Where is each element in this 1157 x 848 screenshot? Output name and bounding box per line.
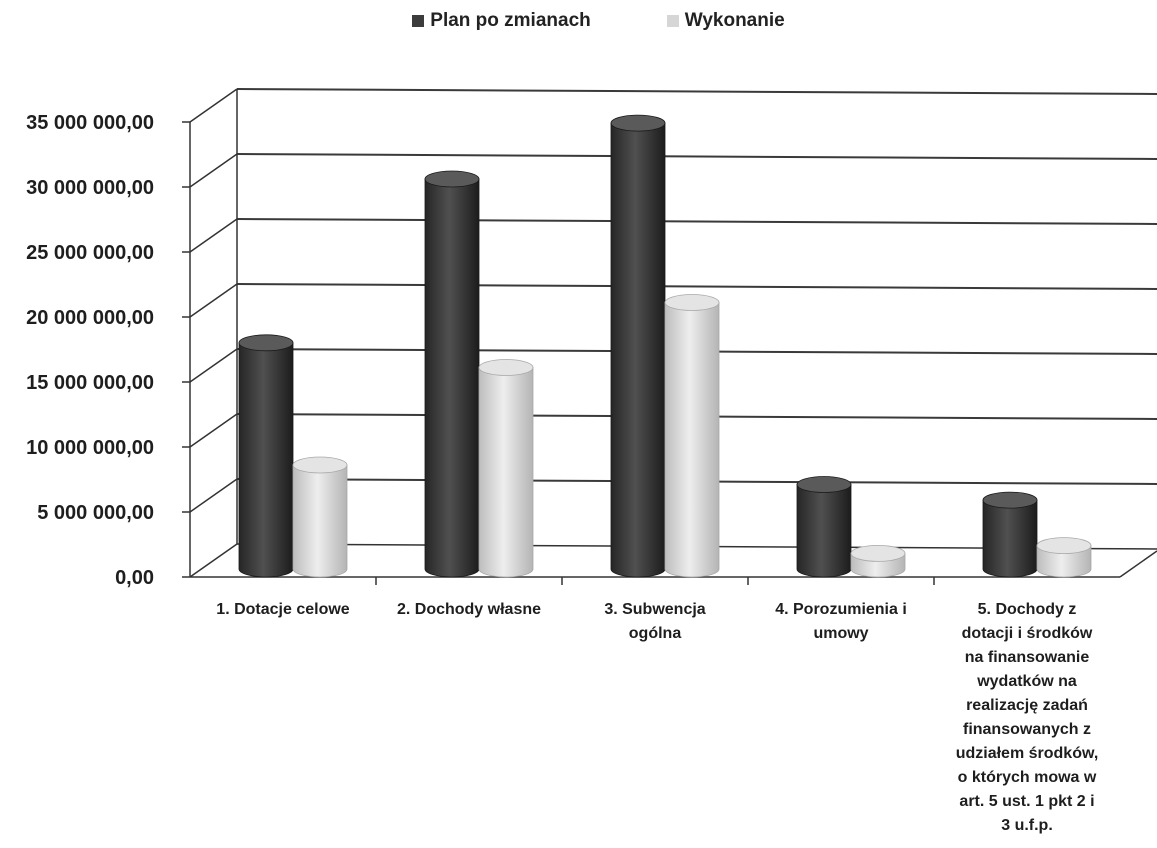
y-tick-label: 20 000 000,00 — [26, 307, 154, 329]
axes — [182, 89, 1157, 585]
x-category-label-line: 4. Porozumienia i — [775, 601, 907, 618]
x-category-label-line: wydatków na — [976, 673, 1077, 690]
x-category-label-line: ogólna — [629, 625, 682, 642]
legend-item-wykonanie: Wykonanie — [666, 10, 785, 32]
bar-top — [1036, 537, 1092, 554]
x-category-label-line: udziałem środków, — [956, 745, 1099, 762]
bar-top — [850, 545, 906, 562]
bar-body — [1036, 545, 1092, 578]
bar-wykonanie — [664, 294, 720, 578]
bar-top — [424, 170, 480, 188]
bar-body — [478, 367, 534, 578]
y-tick-label: 10 000 000,00 — [26, 437, 154, 459]
bar-plan — [796, 476, 852, 578]
bars — [238, 114, 1092, 578]
bar-top — [982, 491, 1038, 509]
x-category-label: 5. Dochody z dotacji i środków na finansow… — [956, 601, 1099, 834]
floor-right-edge — [1119, 550, 1157, 578]
bar-top — [664, 294, 720, 311]
bar-top — [292, 456, 348, 474]
x-category-label: 1. Dotacje celowe — [216, 601, 349, 618]
y-tick-label: 5 000 000,00 — [37, 502, 154, 524]
bar-wykonanie — [1036, 537, 1092, 578]
x-category-label: 3. Subwencja ogólna — [604, 601, 705, 642]
x-category-label: 4. Porozumienia i umowy — [775, 601, 907, 642]
bar-wykonanie — [478, 359, 534, 578]
x-category-label-line: 5. Dochody z — [978, 601, 1077, 618]
bar-top — [610, 114, 666, 132]
y-tick-label: 35 000 000,00 — [26, 112, 154, 134]
bar-body — [238, 342, 294, 578]
bar-top — [478, 359, 534, 376]
bar-plan — [982, 491, 1038, 578]
x-category-label-line: realizację zadań — [966, 697, 1088, 714]
gridline-depth — [189, 413, 238, 448]
gridline-depth — [189, 88, 238, 123]
bar-top — [796, 476, 852, 493]
legend-label-plan: Plan po zmianach — [430, 10, 591, 31]
gridline — [236, 88, 1157, 95]
gridline-depth — [189, 153, 238, 188]
gridline — [236, 218, 1157, 225]
x-category-label: 2. Dochody własne — [397, 601, 541, 618]
bar-body — [424, 178, 480, 578]
bar-body — [610, 122, 666, 578]
y-tick-label: 0,00 — [115, 567, 154, 589]
bar-body — [292, 464, 348, 578]
y-tick-label: 30 000 000,00 — [26, 177, 154, 199]
y-tick-labels: 0,00 5 000 000,00 10 000 000,00 15 000 000,… — [26, 112, 154, 589]
gridline-depth — [189, 283, 238, 318]
bar-wykonanie — [292, 456, 348, 578]
bar-body — [796, 484, 852, 578]
x-category-label-line: 3. Subwencja — [604, 601, 705, 618]
bar-wykonanie — [850, 545, 906, 578]
x-category-label-line: na finansowanie — [965, 649, 1090, 666]
gridline-depth — [189, 218, 238, 253]
bar-plan — [238, 334, 294, 578]
bar-plan — [424, 170, 480, 578]
legend-label-wykonanie: Wykonanie — [684, 10, 785, 31]
chart-legend: Plan po zmianach Wykonanie — [0, 6, 1157, 36]
x-category-label-line: art. 5 ust. 1 pkt 2 i — [959, 793, 1094, 810]
x-category-label-line: finansowanych z — [963, 721, 1091, 738]
gridline-depth — [189, 348, 238, 383]
gridline-depth — [189, 478, 238, 513]
legend-item-plan: Plan po zmianach — [412, 10, 591, 32]
x-category-labels: 1. Dotacje celowe 2. Dochody własne 3. Sub… — [216, 601, 1098, 834]
x-category-label-line: dotacji i środków — [962, 625, 1093, 642]
bar-top — [238, 334, 294, 352]
bar-body — [664, 302, 720, 578]
y-tick-label: 25 000 000,00 — [26, 242, 154, 264]
legend-swatch-plan — [412, 15, 425, 27]
gridline-depth — [189, 543, 238, 578]
x-category-label-line: 2. Dochody własne — [397, 601, 541, 618]
x-category-label-line: 3 u.f.p. — [1001, 817, 1053, 834]
x-category-label-line: o których mowa w — [958, 769, 1097, 786]
gridline — [236, 153, 1157, 160]
x-category-label-line: umowy — [813, 625, 868, 642]
x-category-label-line: 1. Dotacje celowe — [216, 601, 349, 618]
bar-body — [982, 499, 1038, 578]
bar-plan — [610, 114, 666, 578]
legend-swatch-wykonanie — [666, 15, 679, 27]
gridline — [236, 283, 1157, 290]
y-tick-label: 15 000 000,00 — [26, 372, 154, 394]
